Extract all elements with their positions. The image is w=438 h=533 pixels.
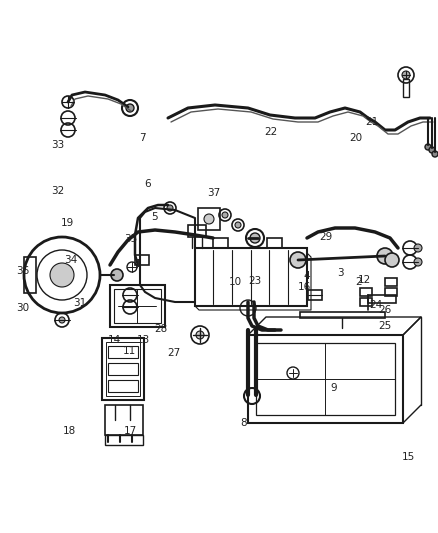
Circle shape xyxy=(167,205,173,211)
Circle shape xyxy=(377,248,393,264)
Bar xyxy=(213,238,228,248)
Text: 13: 13 xyxy=(137,335,150,345)
Circle shape xyxy=(425,144,431,150)
Bar xyxy=(110,285,165,327)
Bar xyxy=(385,278,397,286)
Text: 30: 30 xyxy=(16,303,29,313)
Text: 2: 2 xyxy=(355,278,362,287)
Text: 31: 31 xyxy=(73,298,86,308)
Bar xyxy=(248,335,403,423)
Circle shape xyxy=(414,258,422,266)
Text: 36: 36 xyxy=(16,266,29,276)
Circle shape xyxy=(385,253,399,267)
Text: 10: 10 xyxy=(229,278,242,287)
Text: 32: 32 xyxy=(51,186,64,196)
Text: 20: 20 xyxy=(349,133,362,142)
Bar xyxy=(114,289,161,323)
Text: 26: 26 xyxy=(378,305,391,315)
Bar xyxy=(368,295,396,303)
Bar xyxy=(308,290,322,300)
Circle shape xyxy=(235,222,241,228)
Circle shape xyxy=(222,212,228,218)
Bar xyxy=(105,435,143,445)
Text: 8: 8 xyxy=(240,418,247,427)
Circle shape xyxy=(429,147,435,153)
Bar xyxy=(24,257,36,293)
Text: 9: 9 xyxy=(330,383,337,393)
Text: 18: 18 xyxy=(63,426,76,435)
Text: 25: 25 xyxy=(378,321,391,331)
Text: 12: 12 xyxy=(358,275,371,285)
Bar xyxy=(385,288,397,296)
Circle shape xyxy=(250,233,260,243)
Circle shape xyxy=(414,244,422,252)
Text: 7: 7 xyxy=(139,133,146,142)
Text: 37: 37 xyxy=(207,188,220,198)
Bar xyxy=(360,288,372,296)
Bar xyxy=(403,79,409,97)
Text: 5: 5 xyxy=(151,213,158,222)
Text: 17: 17 xyxy=(124,426,137,435)
Text: 24: 24 xyxy=(369,300,382,310)
Text: 29: 29 xyxy=(320,232,333,242)
Bar xyxy=(106,342,140,396)
Text: 3: 3 xyxy=(337,268,344,278)
Text: 15: 15 xyxy=(402,453,415,462)
Bar xyxy=(102,338,144,400)
Circle shape xyxy=(402,71,410,79)
Text: 6: 6 xyxy=(145,179,152,189)
Circle shape xyxy=(290,252,306,268)
Bar xyxy=(108,363,138,375)
Text: 1: 1 xyxy=(134,259,141,269)
Circle shape xyxy=(50,263,74,287)
Text: 4: 4 xyxy=(303,271,310,281)
Bar xyxy=(267,238,282,248)
Circle shape xyxy=(204,214,214,224)
Text: 35: 35 xyxy=(124,234,137,244)
Circle shape xyxy=(59,317,65,323)
Bar xyxy=(360,298,372,306)
Text: 27: 27 xyxy=(168,348,181,358)
Bar xyxy=(108,380,138,392)
Text: 33: 33 xyxy=(51,140,64,150)
Circle shape xyxy=(111,269,123,281)
Bar xyxy=(105,405,143,435)
Bar xyxy=(300,312,385,318)
Text: 22: 22 xyxy=(264,127,277,137)
Text: 34: 34 xyxy=(64,255,78,265)
Text: 14: 14 xyxy=(108,335,121,345)
Text: 16: 16 xyxy=(298,282,311,292)
Text: 28: 28 xyxy=(155,325,168,334)
Bar xyxy=(108,346,138,358)
Text: 11: 11 xyxy=(123,346,136,356)
Circle shape xyxy=(126,104,134,112)
Bar xyxy=(256,343,395,415)
Text: 19: 19 xyxy=(61,218,74,228)
Bar xyxy=(195,248,307,306)
Bar xyxy=(188,225,206,237)
Bar xyxy=(198,208,220,230)
Text: 23: 23 xyxy=(248,277,261,286)
Text: 21: 21 xyxy=(365,117,378,126)
Bar xyxy=(135,255,149,265)
Circle shape xyxy=(432,151,438,157)
Circle shape xyxy=(196,331,204,339)
